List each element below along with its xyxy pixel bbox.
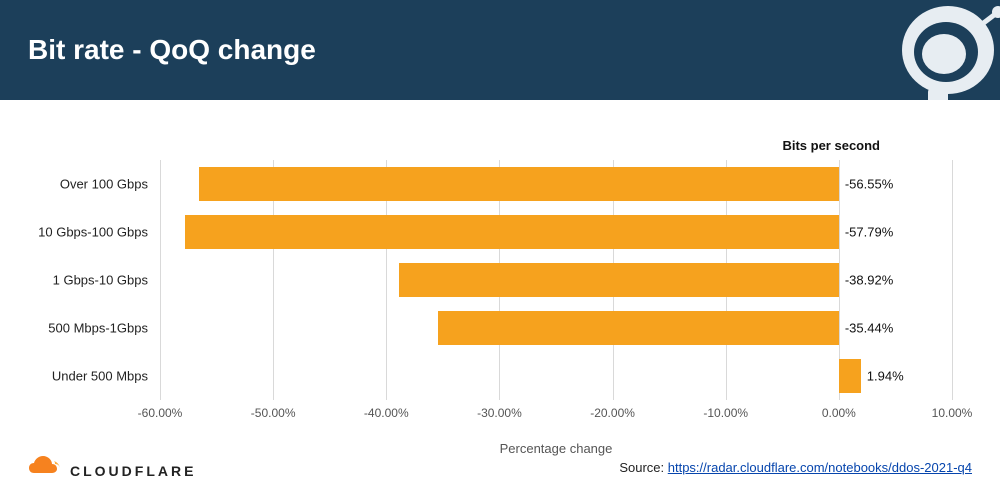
header-bar: Bit rate - QoQ change: [0, 0, 1000, 100]
bar-row: 10 Gbps-100 Gbps-57.79%: [160, 215, 952, 249]
source-link[interactable]: https://radar.cloudflare.com/notebooks/d…: [668, 460, 972, 475]
series-label: Bits per second: [782, 138, 880, 153]
x-tick-label: -30.00%: [477, 406, 522, 420]
x-tick-label: -50.00%: [251, 406, 296, 420]
x-tick-label: -10.00%: [703, 406, 748, 420]
x-tick-label: 0.00%: [822, 406, 856, 420]
chart-card: Bit rate - QoQ change Bits per second -6…: [0, 0, 1000, 500]
value-label: 1.94%: [867, 368, 904, 383]
satellite-dish-icon: [870, 0, 1000, 100]
x-tick-label: -20.00%: [590, 406, 635, 420]
plot-region: -60.00%-50.00%-40.00%-30.00%-20.00%-10.0…: [160, 160, 952, 400]
value-label: -57.79%: [845, 224, 893, 239]
bar: [185, 215, 839, 249]
chart-area: Bits per second -60.00%-50.00%-40.00%-30…: [160, 130, 952, 430]
x-tick-label: 10.00%: [932, 406, 973, 420]
footer: CLOUDFLARE Source: https://radar.cloudfl…: [0, 442, 1000, 492]
value-label: -56.55%: [845, 176, 893, 191]
cloud-icon: [28, 455, 62, 479]
source-line: Source: https://radar.cloudflare.com/not…: [619, 460, 972, 475]
x-tick-label: -60.00%: [138, 406, 183, 420]
x-tick-label: -40.00%: [364, 406, 409, 420]
source-prefix: Source:: [619, 460, 667, 475]
bar: [399, 263, 839, 297]
cloudflare-logo: CLOUDFLARE: [28, 455, 196, 479]
category-label: Under 500 Mbps: [52, 368, 148, 383]
bar-row: 1 Gbps-10 Gbps-38.92%: [160, 263, 952, 297]
bar-row: 500 Mbps-1Gbps-35.44%: [160, 311, 952, 345]
bar: [438, 311, 839, 345]
bar-row: Under 500 Mbps1.94%: [160, 359, 952, 393]
logo-text: CLOUDFLARE: [70, 463, 196, 479]
bar: [199, 167, 839, 201]
value-label: -38.92%: [845, 272, 893, 287]
bar-row: Over 100 Gbps-56.55%: [160, 167, 952, 201]
chart-title: Bit rate - QoQ change: [28, 34, 316, 66]
category-label: 500 Mbps-1Gbps: [48, 320, 148, 335]
category-label: 10 Gbps-100 Gbps: [38, 224, 148, 239]
value-label: -35.44%: [845, 320, 893, 335]
bar: [839, 359, 861, 393]
grid-line: [952, 160, 953, 400]
category-label: 1 Gbps-10 Gbps: [53, 272, 148, 287]
category-label: Over 100 Gbps: [60, 176, 148, 191]
